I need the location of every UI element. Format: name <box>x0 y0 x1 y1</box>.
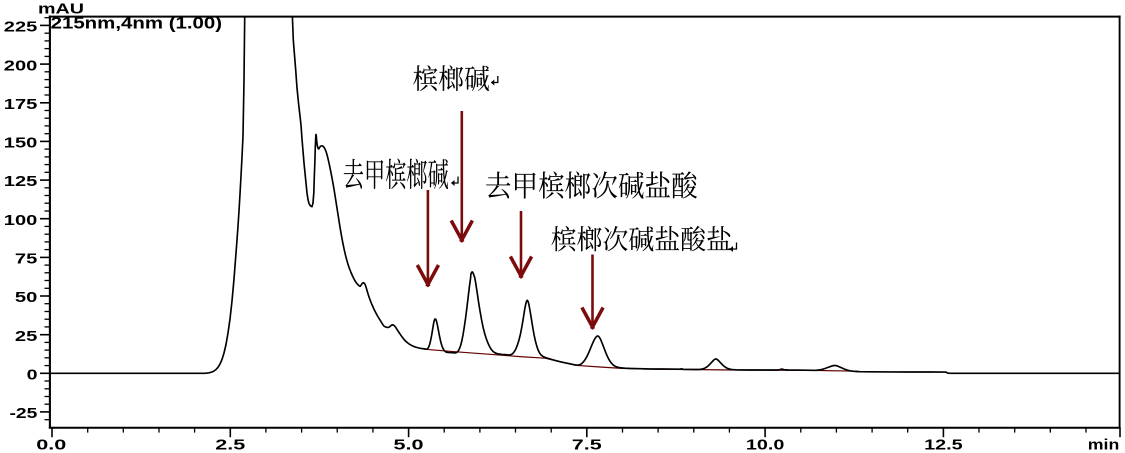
svg-text:150: 150 <box>4 135 38 152</box>
svg-text:-25: -25 <box>10 405 38 422</box>
svg-text:12.5: 12.5 <box>924 437 963 453</box>
svg-text:125: 125 <box>4 173 38 190</box>
svg-text:7.5: 7.5 <box>572 437 603 453</box>
svg-text:200: 200 <box>4 57 38 74</box>
svg-text:0.0: 0.0 <box>36 437 66 453</box>
svg-text:2.5: 2.5 <box>215 437 246 453</box>
svg-text:mAU: mAU <box>38 0 84 17</box>
svg-text:225: 225 <box>4 19 38 36</box>
svg-text:175: 175 <box>4 96 38 113</box>
svg-text:100: 100 <box>4 212 38 229</box>
svg-text:50: 50 <box>15 289 37 306</box>
svg-text:215nm,4nm (1.00): 215nm,4nm (1.00) <box>51 14 223 33</box>
svg-text:10.0: 10.0 <box>746 437 785 453</box>
svg-text:75: 75 <box>15 250 38 267</box>
svg-text:0: 0 <box>27 366 38 383</box>
svg-text:5.0: 5.0 <box>394 437 424 453</box>
svg-text:min: min <box>1088 437 1120 453</box>
svg-text:25: 25 <box>15 328 38 345</box>
